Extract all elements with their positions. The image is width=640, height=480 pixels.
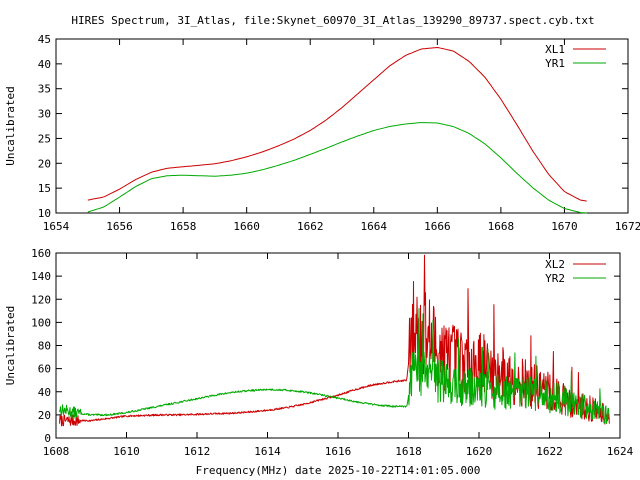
x-tick-label: 1614 <box>254 445 281 458</box>
x-tick-label: 1618 <box>395 445 422 458</box>
y-tick-label: 15 <box>38 182 51 195</box>
x-tick-label: 1666 <box>424 220 451 233</box>
plot-frame <box>55 38 629 214</box>
y-tick-label: 140 <box>31 270 51 283</box>
legend-label: YR2 <box>545 272 565 285</box>
y-tick-label: 20 <box>38 157 51 170</box>
x-tick-label: 1608 <box>43 445 70 458</box>
y-tick-label: 160 <box>31 247 51 260</box>
series-line-xl2 <box>59 254 610 427</box>
y-axis-label: Uncalibrated <box>4 86 17 165</box>
x-tick-label: 1656 <box>106 220 133 233</box>
x-tick-label: 1654 <box>43 220 70 233</box>
y-tick-label: 35 <box>38 83 51 96</box>
legend-label: YR1 <box>545 57 565 70</box>
y-tick-label: 40 <box>38 386 51 399</box>
x-tick-label: 1616 <box>325 445 352 458</box>
x-tick-label: 1612 <box>184 445 211 458</box>
legend-label: XL2 <box>545 258 565 271</box>
x-axis-label: Frequency(MHz) date 2025-10-22T14:01:05.… <box>196 464 481 477</box>
x-tick-label: 1670 <box>551 220 578 233</box>
x-tick-label: 1662 <box>297 220 324 233</box>
lower-panel: 1608 1610 1612 1614 1616 1618 1620 1622 1624 0 20 4… <box>4 247 634 458</box>
x-tick-label: 1610 <box>113 445 140 458</box>
y-tick-label: 120 <box>31 293 51 306</box>
y-tick-label: 80 <box>38 340 51 353</box>
y-tick-label: 45 <box>38 33 51 46</box>
x-tick-label: 1624 <box>607 445 634 458</box>
y-tick-label: 20 <box>38 409 51 422</box>
series-line-xl1 <box>87 47 587 202</box>
y-axis-label: Uncalibrated <box>4 306 17 385</box>
x-tick-label: 1658 <box>170 220 197 233</box>
chart-title: HIRES Spectrum, 3I_Atlas, file:Skynet_60… <box>71 14 594 27</box>
x-tick-label: 1620 <box>466 445 493 458</box>
y-tick-label: 40 <box>38 58 51 71</box>
x-tick-label: 1622 <box>536 445 563 458</box>
y-tick-label: 30 <box>38 108 51 121</box>
y-tick-label: 25 <box>38 132 51 145</box>
upper-panel: 1654 1656 1658 1660 1662 1664 1666 1668 1670 1672… <box>4 33 640 233</box>
x-tick-label: 1668 <box>488 220 515 233</box>
series-line-yr2 <box>59 308 610 424</box>
y-tick-label: 10 <box>38 207 51 220</box>
y-tick-label: 100 <box>31 316 51 329</box>
series-line-yr1 <box>87 122 587 214</box>
x-tick-label: 1672 <box>615 220 640 233</box>
x-tick-label: 1660 <box>233 220 260 233</box>
y-tick-label: 0 <box>44 432 51 445</box>
x-tick-label: 1664 <box>361 220 388 233</box>
legend-label: XL1 <box>545 43 565 56</box>
y-tick-label: 60 <box>38 363 51 376</box>
